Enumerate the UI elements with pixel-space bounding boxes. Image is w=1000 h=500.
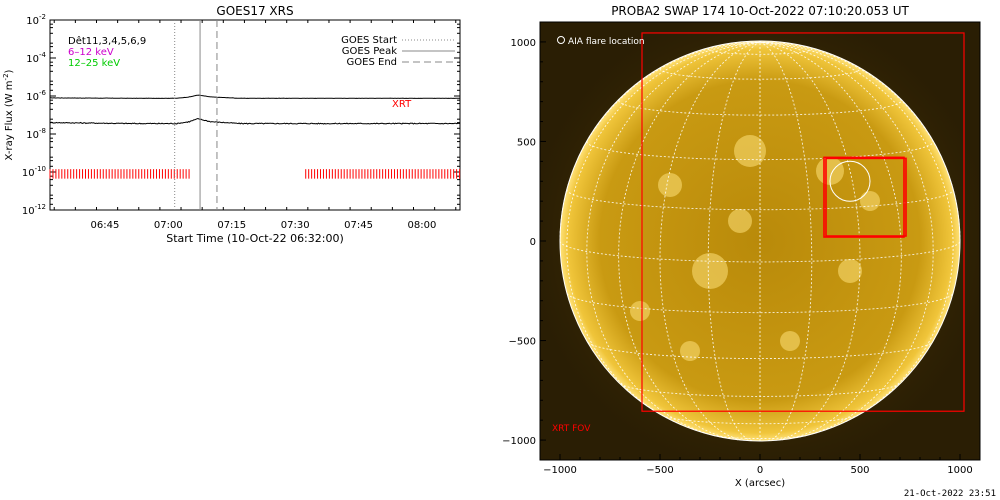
left-chart-title: GOES17 XRS [216,4,293,18]
bright-region [680,341,700,361]
y-tick-label: −500 [509,337,536,348]
latitude-line [618,100,902,116]
legend-goes-start: GOES Start [341,35,397,46]
heliographic-grid [559,40,961,442]
aia-flare-circle [829,160,871,202]
left-y-axis-label: X-ray Flux (W m-2) [2,69,15,160]
x-tick-label: 07:30 [281,220,310,231]
flux-series-line [49,117,461,125]
y-tick-label: 500 [517,137,536,148]
energy-label-12-25: 12–25 keV [68,58,120,69]
bright-region [780,331,800,351]
longitude-line [759,41,861,441]
xrt-fov-box [641,32,965,412]
longitude-line [659,41,761,441]
bright-region [692,253,728,289]
longitude-line [586,41,761,439]
xrt-fov-label: XRT FOV [552,424,591,434]
right-x-axis-label: X (arcsec) [735,478,785,489]
flare-fov-box [825,157,907,237]
y-tick-label: 10-4 [26,51,46,65]
x-tick-label: −500 [646,465,673,476]
goes-xrs-panel: GOES17 XRS 10-12 10-10 10-8 10-6 10-4 10-2 06:… [2,4,461,245]
y-tick-label: 10-6 [26,89,46,103]
latitude-line [587,341,933,360]
bright-region [816,157,844,185]
longitude-line [759,41,902,441]
swap-image-panel: PROBA2 SWAP 174 10-Oct-2022 07:10:20.053… [502,4,981,489]
y-tick-label: 10-10 [22,165,46,179]
latitude-line [559,240,961,263]
y-tick-label: −1000 [502,436,536,447]
x-tick-label: 500 [850,465,869,476]
bright-region [630,301,650,321]
bright-region [838,259,862,283]
x-tick-label: 07:00 [154,220,183,231]
latitude-line [566,189,954,211]
active-regions [630,135,880,361]
goes-event-lines [174,20,218,210]
legend: GOES Start GOES Peak GOES End [341,35,455,68]
xrt-coverage-group [49,169,461,179]
energy-label-6-12: 6–12 keV [68,47,114,58]
x-tick-label: 0 [757,465,763,476]
aia-legend-circle [557,36,565,44]
bright-region [734,135,766,167]
x-tick-label: −1000 [543,465,577,476]
left-plot-frame [49,19,461,211]
longitude-line [759,41,934,439]
bright-region [860,191,880,211]
longitude-line [618,41,761,441]
x-tick-label: 07:45 [344,220,373,231]
fov-boxes [641,32,965,412]
limb-outline [559,40,961,442]
right-chart-title: PROBA2 SWAP 174 10-Oct-2022 07:10:20.053… [611,4,909,18]
flux-series-line [50,94,460,99]
generation-timestamp: 21-Oct-2022 23:51 [904,489,996,499]
left-axis-ticks: 10-12 10-10 10-8 10-6 10-4 10-2 06:45 07:00 07:1… [22,13,460,231]
aia-flare-label: AIA flare location [568,37,645,47]
latitude-line [661,414,859,425]
x-tick-label: 1000 [947,465,972,476]
bright-region [658,173,682,197]
legend-goes-end: GOES End [347,57,397,68]
latitude-line [707,48,813,55]
x-tick-label: 08:00 [408,220,437,231]
y-tick-label: 10-12 [22,203,46,217]
left-x-axis-label: Start Time (10-Oct-22 06:32:00) [166,232,344,245]
flux-series-group [49,94,461,125]
x-tick-label: 07:15 [217,220,246,231]
detector-label: Dêt11,3,4,5,6,9 [68,35,146,47]
y-tick-label: 0 [530,237,536,248]
legend-goes-peak: GOES Peak [342,46,397,57]
y-tick-label: 10-2 [26,13,46,27]
y-tick-label: 10-8 [26,127,46,141]
xrt-series-label: XRT [392,99,412,110]
flare-fov-box [823,156,905,238]
y-tick-label: 1000 [511,38,536,49]
bright-region [728,209,752,233]
x-tick-label: 06:45 [91,220,120,231]
right-axis-ticks: −1000 −1000 −500 −500 0 0 500 500 1000 1000 [502,38,973,476]
